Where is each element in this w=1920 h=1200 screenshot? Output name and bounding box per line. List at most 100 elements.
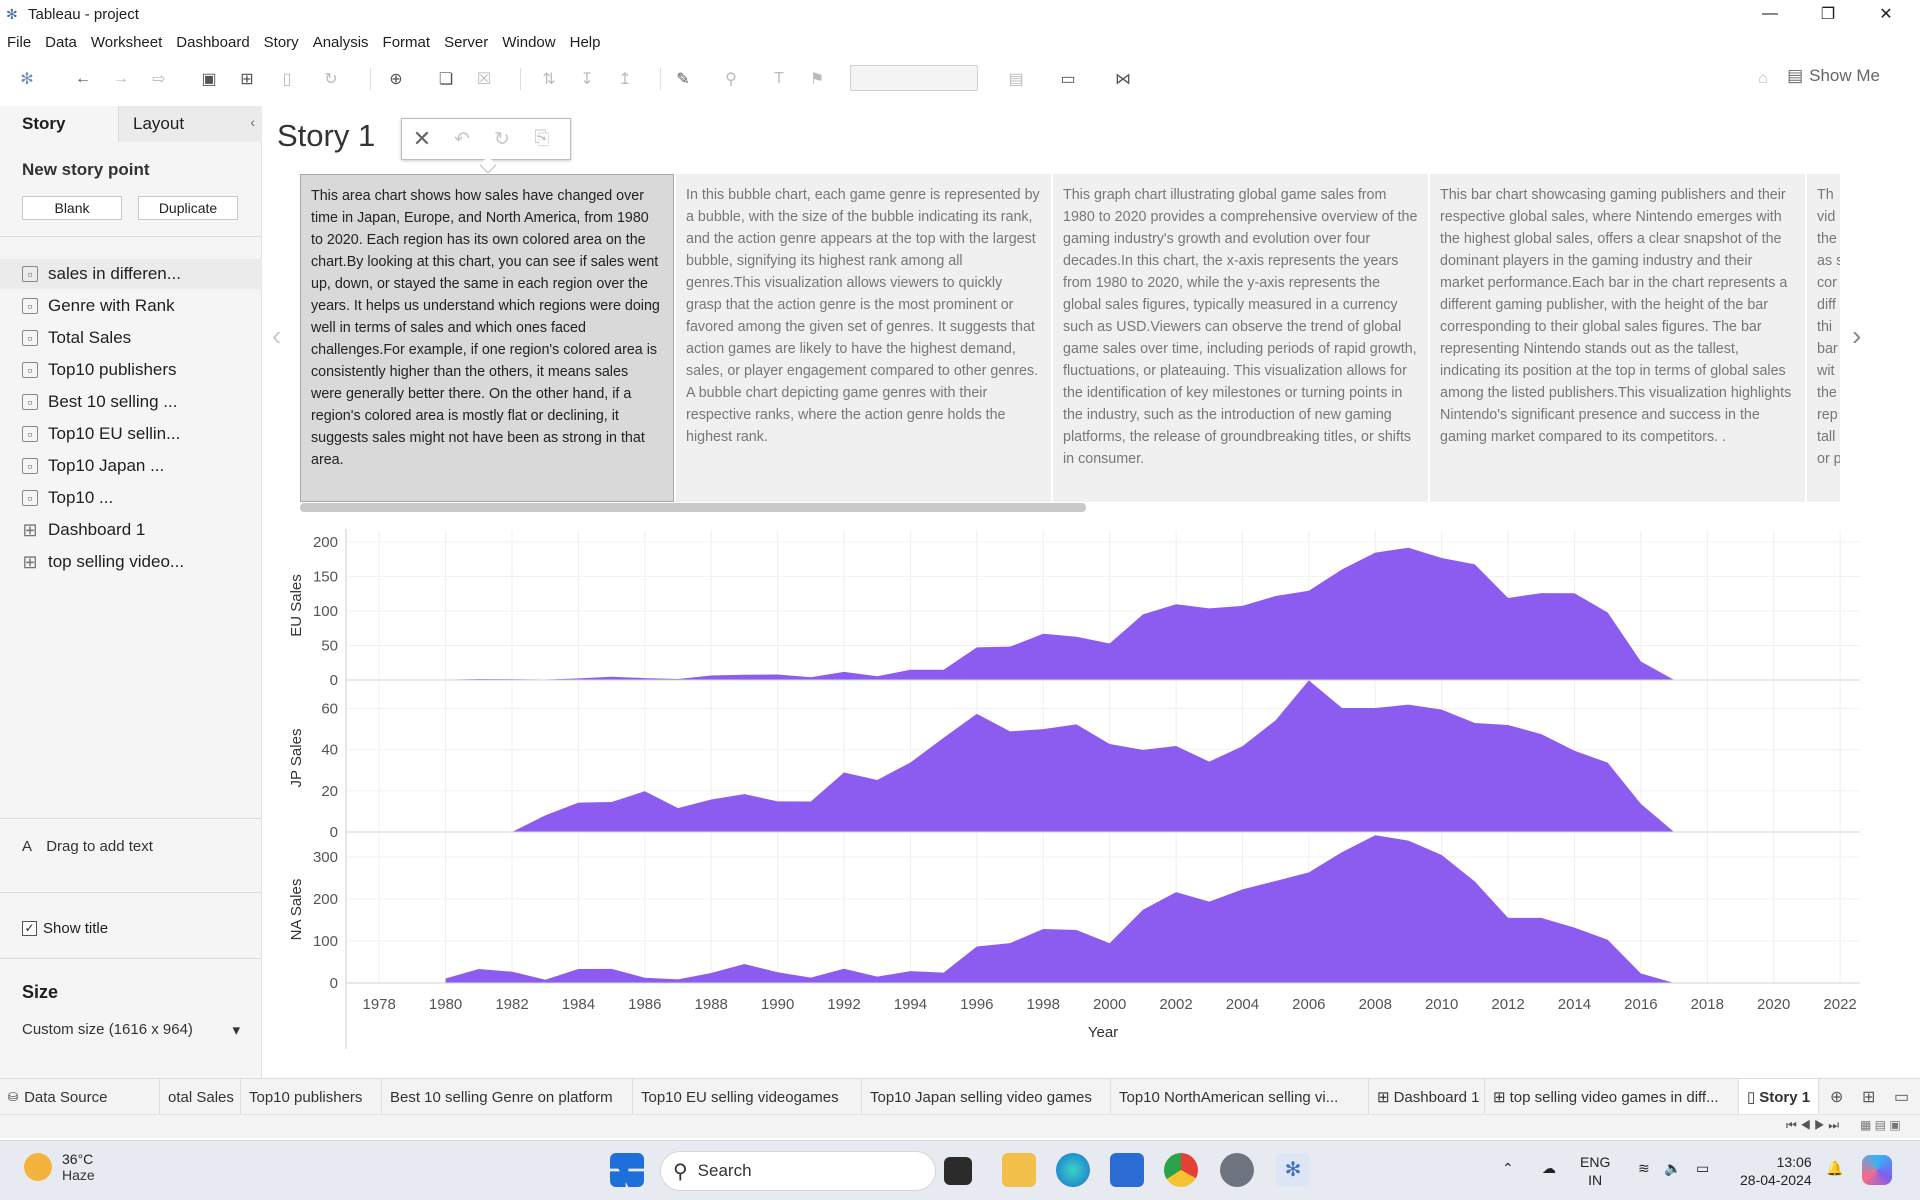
- tab-story-active[interactable]: ▯ Story 1: [1739, 1079, 1819, 1115]
- copilot-icon[interactable]: [1862, 1155, 1892, 1185]
- tab-sheet[interactable]: Top10 NorthAmerican selling vi...: [1111, 1079, 1369, 1115]
- sheet-item[interactable]: ▫ Top10 EU sellin...: [0, 419, 262, 449]
- undo-icon[interactable]: ←: [75, 70, 91, 87]
- sort-ascending-icon[interactable]: ↧: [580, 71, 594, 88]
- menu-analysis[interactable]: Analysis: [312, 33, 369, 51]
- sheet-item[interactable]: ▫ Top10 Japan ...: [0, 451, 262, 481]
- drag-to-add-text[interactable]: A Drag to add text: [22, 838, 153, 855]
- menu-dashboard[interactable]: Dashboard: [176, 33, 250, 51]
- story-point-caption[interactable]: In this bubble chart, each game genre is…: [676, 174, 1051, 502]
- menu-format[interactable]: Format: [382, 33, 431, 51]
- sheet-item[interactable]: ▫ sales in differen...: [0, 259, 262, 289]
- sheet-item[interactable]: ⊞ Dashboard 1: [22, 519, 146, 540]
- tab-sheet[interactable]: Top10 EU selling videogames: [633, 1079, 862, 1115]
- highlight-icon[interactable]: ✎: [676, 71, 690, 88]
- refresh-icon[interactable]: ↻: [324, 71, 338, 88]
- tab-data-source[interactable]: ⛁ Data Source: [0, 1079, 160, 1115]
- menu-story[interactable]: Story: [263, 33, 299, 51]
- tab-sheet[interactable]: Top10 Japan selling video games: [862, 1079, 1111, 1115]
- minimize-button[interactable]: —: [1762, 5, 1778, 22]
- next-story-point-icon[interactable]: ›: [1852, 320, 1862, 351]
- task-view-icon[interactable]: [944, 1157, 972, 1185]
- sheet-item[interactable]: ▫ Total Sales: [0, 323, 262, 353]
- previous-story-point-icon[interactable]: ‹: [272, 320, 282, 351]
- label-icon[interactable]: T: [774, 70, 784, 87]
- show-title-checkbox[interactable]: ✓ Show title: [22, 920, 108, 937]
- clear-sheet-icon[interactable]: ☒: [476, 71, 492, 88]
- story-point-caption[interactable]: Th vid the as s cor diff thi bar wit the…: [1807, 174, 1840, 502]
- size-dropdown[interactable]: Custom size (1616 x 964) ▾: [22, 1021, 240, 1039]
- tab-sheet[interactable]: otal Sales: [160, 1079, 241, 1115]
- sheet-item[interactable]: ▫ Best 10 selling ...: [0, 387, 262, 417]
- fit-dropdown[interactable]: [850, 65, 978, 91]
- new-worksheet-tab-icon[interactable]: ⊕: [1830, 1089, 1844, 1106]
- group-icon[interactable]: ⚲: [725, 71, 737, 88]
- tab-sheet[interactable]: Top10 publishers: [241, 1079, 382, 1115]
- replay-icon[interactable]: ⇨: [152, 71, 166, 88]
- weather-widget[interactable]: 36°C Haze: [24, 1151, 95, 1183]
- navigator-scrollbar[interactable]: [300, 503, 1086, 512]
- close-button[interactable]: ✕: [1879, 6, 1893, 23]
- store-icon[interactable]: [1110, 1153, 1144, 1187]
- tab-layout[interactable]: Layout: [118, 106, 262, 142]
- tableau-app-icon[interactable]: ✻: [1276, 1153, 1310, 1187]
- story-point-caption[interactable]: This graph chart illustrating global gam…: [1053, 174, 1428, 502]
- tab-sheet[interactable]: Best 10 selling Genre on platform: [382, 1079, 633, 1115]
- new-worksheet-icon[interactable]: ⊕: [389, 71, 403, 88]
- delete-story-point-icon[interactable]: ✕: [412, 126, 432, 151]
- sort-descending-icon[interactable]: ↥: [618, 71, 632, 88]
- menu-window[interactable]: Window: [502, 33, 556, 51]
- new-data-source-icon[interactable]: ⊞: [240, 71, 254, 88]
- sheet-item[interactable]: ⊞ top selling video...: [22, 551, 185, 572]
- presentation-mode-icon[interactable]: ▭: [1060, 71, 1076, 88]
- sheet-item[interactable]: ▫ Top10 ...: [0, 483, 262, 513]
- battery-icon[interactable]: ▭: [1696, 1160, 1710, 1176]
- settings-icon[interactable]: [1220, 1153, 1254, 1187]
- swap-icon[interactable]: ⇅: [542, 71, 556, 88]
- duplicate-sheet-icon[interactable]: ❏: [438, 71, 454, 88]
- duplicate-button[interactable]: Duplicate: [138, 196, 238, 220]
- new-dashboard-tab-icon[interactable]: ⊞: [1862, 1089, 1876, 1106]
- update-icon[interactable]: ↻: [494, 128, 510, 150]
- menu-worksheet[interactable]: Worksheet: [90, 33, 163, 51]
- tab-story[interactable]: Story: [0, 106, 118, 142]
- edge-browser-icon[interactable]: [1056, 1153, 1090, 1187]
- menu-server[interactable]: Server: [444, 33, 489, 51]
- file-explorer-icon[interactable]: [1002, 1153, 1036, 1187]
- tab-dashboard[interactable]: ⊞ Dashboard 1: [1369, 1079, 1485, 1115]
- format-painter-icon[interactable]: ⌂: [1758, 70, 1768, 87]
- wifi-icon[interactable]: ≋: [1638, 1160, 1650, 1176]
- chrome-icon[interactable]: [1164, 1153, 1198, 1187]
- network-status-icon[interactable]: ☁: [1542, 1160, 1556, 1176]
- pause-updates-icon[interactable]: ▯: [282, 71, 292, 88]
- maximize-button[interactable]: ❐: [1820, 6, 1836, 23]
- story-point-caption[interactable]: This area chart shows how sales have cha…: [300, 174, 674, 502]
- tableau-home-icon[interactable]: ✻: [20, 71, 34, 88]
- first-sheet-icon[interactable]: ⏮ ◀ ▶ ⏭: [1786, 1118, 1840, 1132]
- view-mode-icon[interactable]: ▦ ▤ ▣: [1860, 1118, 1901, 1132]
- taskbar-search[interactable]: ⚲ Search: [660, 1151, 936, 1191]
- save-as-new-icon[interactable]: ⎘: [534, 128, 550, 149]
- save-icon[interactable]: ▣: [201, 71, 217, 88]
- show-cards-icon[interactable]: ▤: [1008, 71, 1024, 88]
- chevron-up-icon[interactable]: ⌃: [1502, 1160, 1514, 1176]
- blank-button[interactable]: Blank: [22, 196, 122, 220]
- windows-start-icon[interactable]: [610, 1153, 644, 1187]
- sheet-item[interactable]: ▫ Genre with Rank: [0, 291, 262, 321]
- redo-icon[interactable]: →: [113, 70, 129, 87]
- clock[interactable]: 13:06 28-04-2024: [1740, 1154, 1812, 1188]
- new-story-tab-icon[interactable]: ▭: [1894, 1089, 1910, 1106]
- share-icon[interactable]: ⋈: [1115, 71, 1131, 88]
- sheet-item[interactable]: ▫ Top10 publishers: [0, 355, 262, 385]
- menu-file[interactable]: File: [7, 33, 32, 51]
- menu-help[interactable]: Help: [569, 33, 601, 51]
- notifications-icon[interactable]: 🔔: [1826, 1160, 1844, 1176]
- story-point-caption[interactable]: This bar chart showcasing gaming publish…: [1430, 174, 1805, 502]
- menu-data[interactable]: Data: [45, 33, 77, 51]
- collapse-sidebar-icon[interactable]: ‹: [250, 114, 255, 130]
- language-indicator[interactable]: ENG IN: [1580, 1154, 1611, 1188]
- tab-dashboard[interactable]: ⊞ top selling video games in diff...: [1485, 1079, 1739, 1115]
- show-me-button[interactable]: ▤ Show Me: [1787, 66, 1880, 85]
- volume-icon[interactable]: 🔈: [1664, 1160, 1682, 1176]
- pin-icon[interactable]: ⚑: [809, 71, 825, 88]
